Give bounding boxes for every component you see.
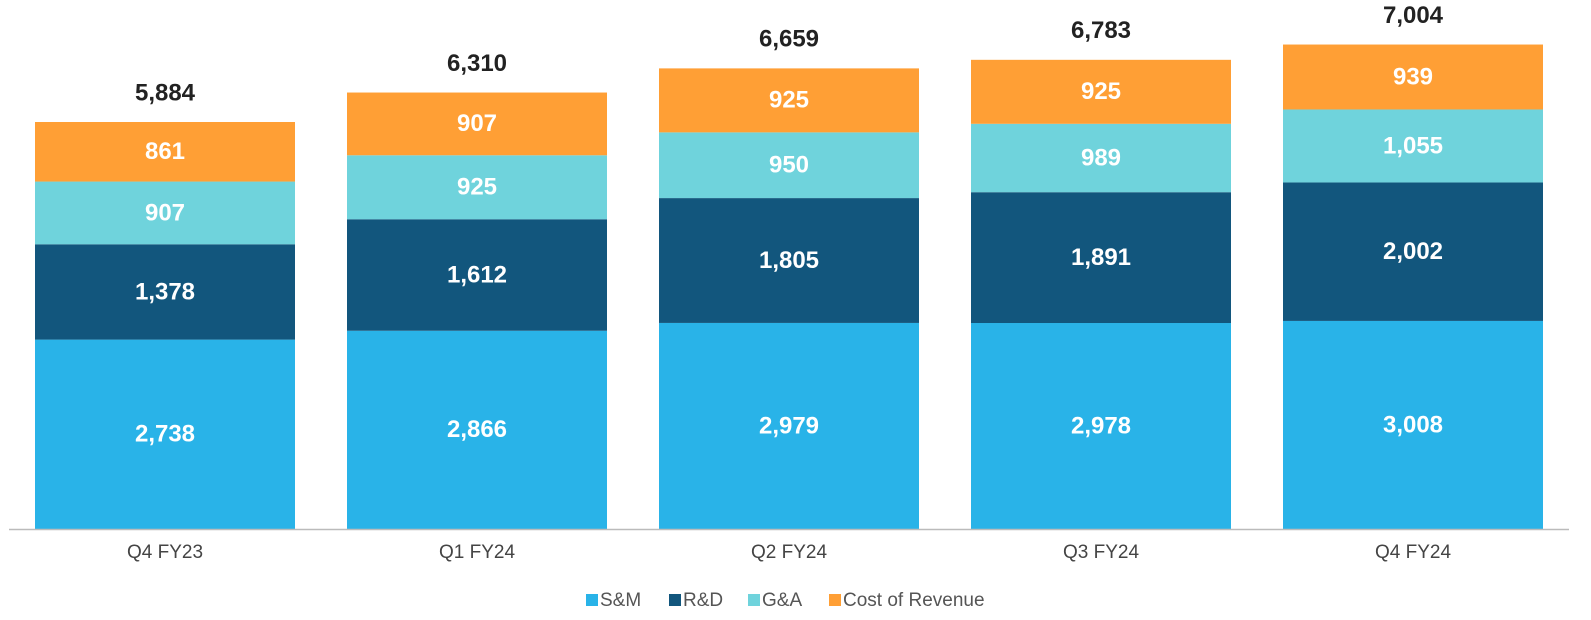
bar-segment (347, 92, 607, 156)
value-label: 861 (145, 138, 185, 165)
bar-segment (971, 123, 1231, 193)
bar-segment (659, 322, 919, 529)
value-label: 925 (1081, 78, 1121, 105)
legend-label: G&A (762, 590, 802, 611)
x-tick-label: Q1 FY24 (439, 542, 515, 563)
value-label: 1,378 (135, 278, 195, 305)
bar-segment (1283, 44, 1543, 110)
value-label: 2,002 (1383, 238, 1443, 265)
value-label: 2,866 (447, 416, 507, 443)
bar-segment (971, 323, 1231, 529)
bar-segment (35, 244, 295, 340)
value-label: 939 (1393, 63, 1433, 90)
value-label: 2,978 (1071, 412, 1131, 439)
legend-label: R&D (683, 590, 723, 611)
legend-label: S&M (600, 590, 641, 611)
legend-swatch (586, 594, 598, 606)
bar-segment (971, 59, 1231, 124)
legend-swatch (669, 594, 681, 606)
x-tick-label: Q2 FY24 (751, 542, 827, 563)
bar-segment (347, 219, 607, 331)
total-label: 7,004 (1383, 2, 1444, 29)
bar-segment (1283, 320, 1543, 529)
value-label: 1,891 (1071, 244, 1131, 271)
bar-segment (35, 181, 295, 245)
value-label: 3,008 (1383, 411, 1443, 438)
bar-segment (659, 132, 919, 199)
value-label: 907 (145, 199, 185, 226)
value-label: 2,738 (135, 421, 195, 448)
legend-label: Cost of Revenue (843, 590, 985, 611)
value-label: 907 (457, 110, 497, 137)
bar-segment (35, 339, 295, 529)
bar-segment (659, 198, 919, 323)
x-tick-label: Q4 FY24 (1375, 542, 1451, 563)
value-label: 989 (1081, 144, 1121, 171)
x-tick-label: Q4 FY23 (127, 542, 203, 563)
bar-segment (35, 122, 295, 182)
legend-swatch (829, 594, 841, 606)
bar-segment (1283, 109, 1543, 183)
legend-swatch (748, 594, 760, 606)
value-label: 1,055 (1383, 132, 1443, 159)
value-label: 1,612 (447, 261, 507, 288)
bar-segment (1283, 182, 1543, 321)
total-label: 6,783 (1071, 17, 1131, 44)
bar-segment (347, 330, 607, 529)
x-tick-label: Q3 FY24 (1063, 542, 1139, 563)
total-label: 6,659 (759, 26, 819, 53)
value-label: 950 (769, 152, 809, 179)
value-label: 925 (457, 174, 497, 201)
bar-segment (347, 155, 607, 220)
value-label: 925 (769, 87, 809, 114)
bar-segment (971, 192, 1231, 324)
value-label: 1,805 (759, 247, 819, 274)
total-label: 6,310 (447, 50, 507, 77)
total-label: 5,884 (135, 79, 196, 106)
bar-segment (659, 68, 919, 133)
value-label: 2,979 (759, 412, 819, 439)
